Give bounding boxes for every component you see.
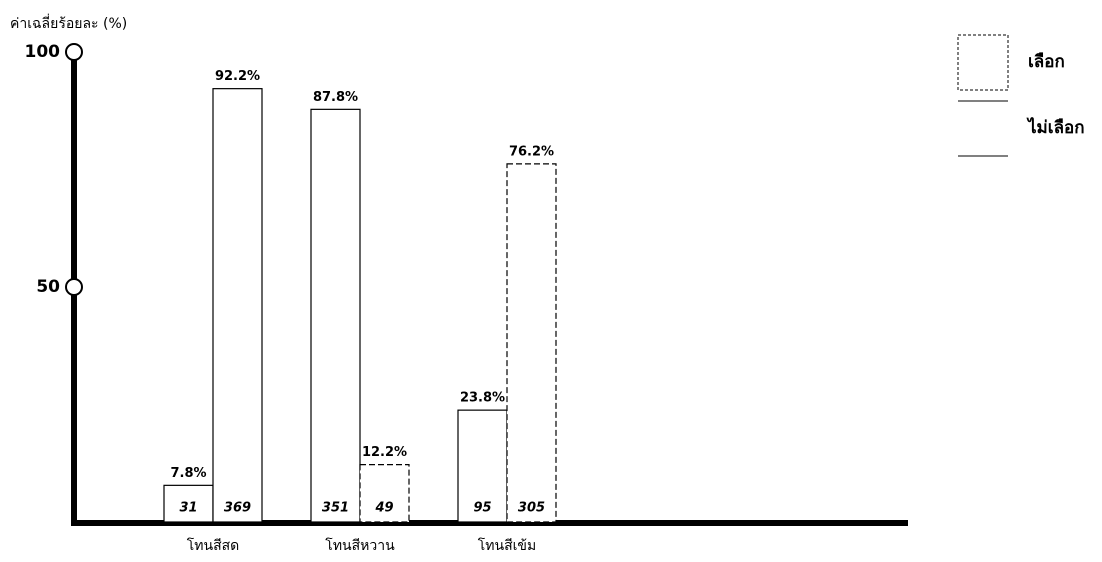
- y-tick-label: 100: [25, 42, 61, 62]
- tick-mark: [65, 43, 83, 61]
- bar: [212, 88, 263, 523]
- value-label: 76.2%: [509, 144, 554, 159]
- value-label: 7.8%: [170, 466, 206, 481]
- y-tick-label: 50: [36, 277, 60, 297]
- value-label: 23.8%: [460, 391, 505, 406]
- count-label: 49: [374, 501, 393, 516]
- legend-label: เลือก: [1028, 51, 1065, 72]
- x-tick-label: โทนสีสด: [187, 537, 240, 554]
- count-label: 31: [179, 501, 197, 516]
- bar: [506, 163, 557, 523]
- count-label: 305: [518, 501, 545, 516]
- count-label: 351: [322, 501, 349, 516]
- legend-swatch: [957, 34, 1009, 91]
- count-label: 369: [224, 501, 251, 516]
- bar: [310, 108, 361, 523]
- x-tick-label: โทนสีเข้ม: [478, 537, 536, 554]
- tick-mark: [65, 278, 83, 296]
- value-label: 92.2%: [215, 69, 260, 84]
- value-label: 87.8%: [313, 90, 358, 105]
- x-tick-label: โทนสีหวาน: [325, 537, 395, 554]
- legend-swatch: [957, 100, 1009, 157]
- value-label: 12.2%: [362, 445, 407, 460]
- bar: [359, 464, 410, 523]
- legend-label: ไม่เลือก: [1026, 117, 1085, 138]
- count-label: 95: [473, 501, 491, 516]
- y-axis-label: ค่าเฉลี่ยร้อยละ (%): [10, 14, 127, 32]
